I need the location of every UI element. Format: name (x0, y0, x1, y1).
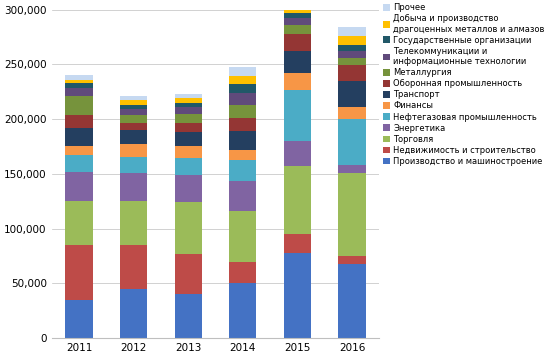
Bar (174, 159, 202, 175)
Bar (284, 34, 311, 51)
Bar (65, 115, 92, 128)
Bar (338, 36, 366, 45)
Legend: Прочее, Добыча и производство
драгоценных металлов и алмазов, Государственные ор: Прочее, Добыча и производство драгоценны… (383, 3, 545, 166)
Bar (338, 173, 366, 256)
Bar (120, 96, 147, 101)
Bar (229, 181, 256, 211)
Bar (174, 294, 202, 338)
Bar (284, 73, 311, 90)
Bar (65, 300, 92, 338)
Bar (120, 144, 147, 157)
Bar (120, 109, 147, 115)
Bar (284, 166, 311, 234)
Bar (229, 262, 256, 283)
Bar (120, 201, 147, 245)
Bar (120, 245, 147, 289)
Bar (284, 90, 311, 141)
Bar (65, 83, 92, 89)
Bar (65, 172, 92, 201)
Bar (174, 107, 202, 114)
Bar (229, 66, 256, 76)
Bar (338, 45, 366, 51)
Bar (174, 124, 202, 132)
Bar (229, 131, 256, 150)
Bar (284, 51, 311, 73)
Bar (229, 160, 256, 181)
Bar (65, 89, 92, 96)
Bar (229, 105, 256, 118)
Bar (120, 173, 147, 201)
Bar (338, 65, 366, 81)
Bar (174, 103, 202, 107)
Bar (65, 80, 92, 83)
Bar (229, 211, 256, 262)
Bar (284, 19, 311, 25)
Bar (174, 175, 202, 202)
Bar (174, 94, 202, 98)
Bar (284, 0, 311, 13)
Bar (338, 58, 366, 65)
Bar (174, 146, 202, 159)
Bar (120, 130, 147, 144)
Bar (65, 155, 92, 172)
Bar (338, 107, 366, 119)
Bar (338, 119, 366, 165)
Bar (174, 132, 202, 146)
Bar (229, 150, 256, 160)
Bar (229, 283, 256, 338)
Bar (174, 254, 202, 294)
Bar (284, 234, 311, 253)
Bar (284, 141, 311, 166)
Bar (65, 96, 92, 115)
Bar (120, 115, 147, 124)
Bar (120, 105, 147, 109)
Bar (174, 114, 202, 124)
Bar (120, 124, 147, 130)
Bar (65, 245, 92, 300)
Bar (65, 146, 92, 155)
Bar (338, 256, 366, 263)
Bar (120, 157, 147, 173)
Bar (120, 289, 147, 338)
Bar (284, 253, 311, 338)
Bar (338, 81, 366, 107)
Bar (284, 25, 311, 34)
Bar (229, 76, 256, 84)
Bar (338, 263, 366, 338)
Bar (338, 165, 366, 173)
Bar (338, 51, 366, 58)
Bar (65, 75, 92, 80)
Bar (174, 202, 202, 254)
Bar (65, 128, 92, 146)
Bar (229, 93, 256, 105)
Bar (229, 84, 256, 93)
Bar (229, 118, 256, 131)
Bar (120, 101, 147, 105)
Bar (65, 201, 92, 245)
Bar (284, 13, 311, 19)
Bar (174, 98, 202, 103)
Bar (338, 27, 366, 36)
